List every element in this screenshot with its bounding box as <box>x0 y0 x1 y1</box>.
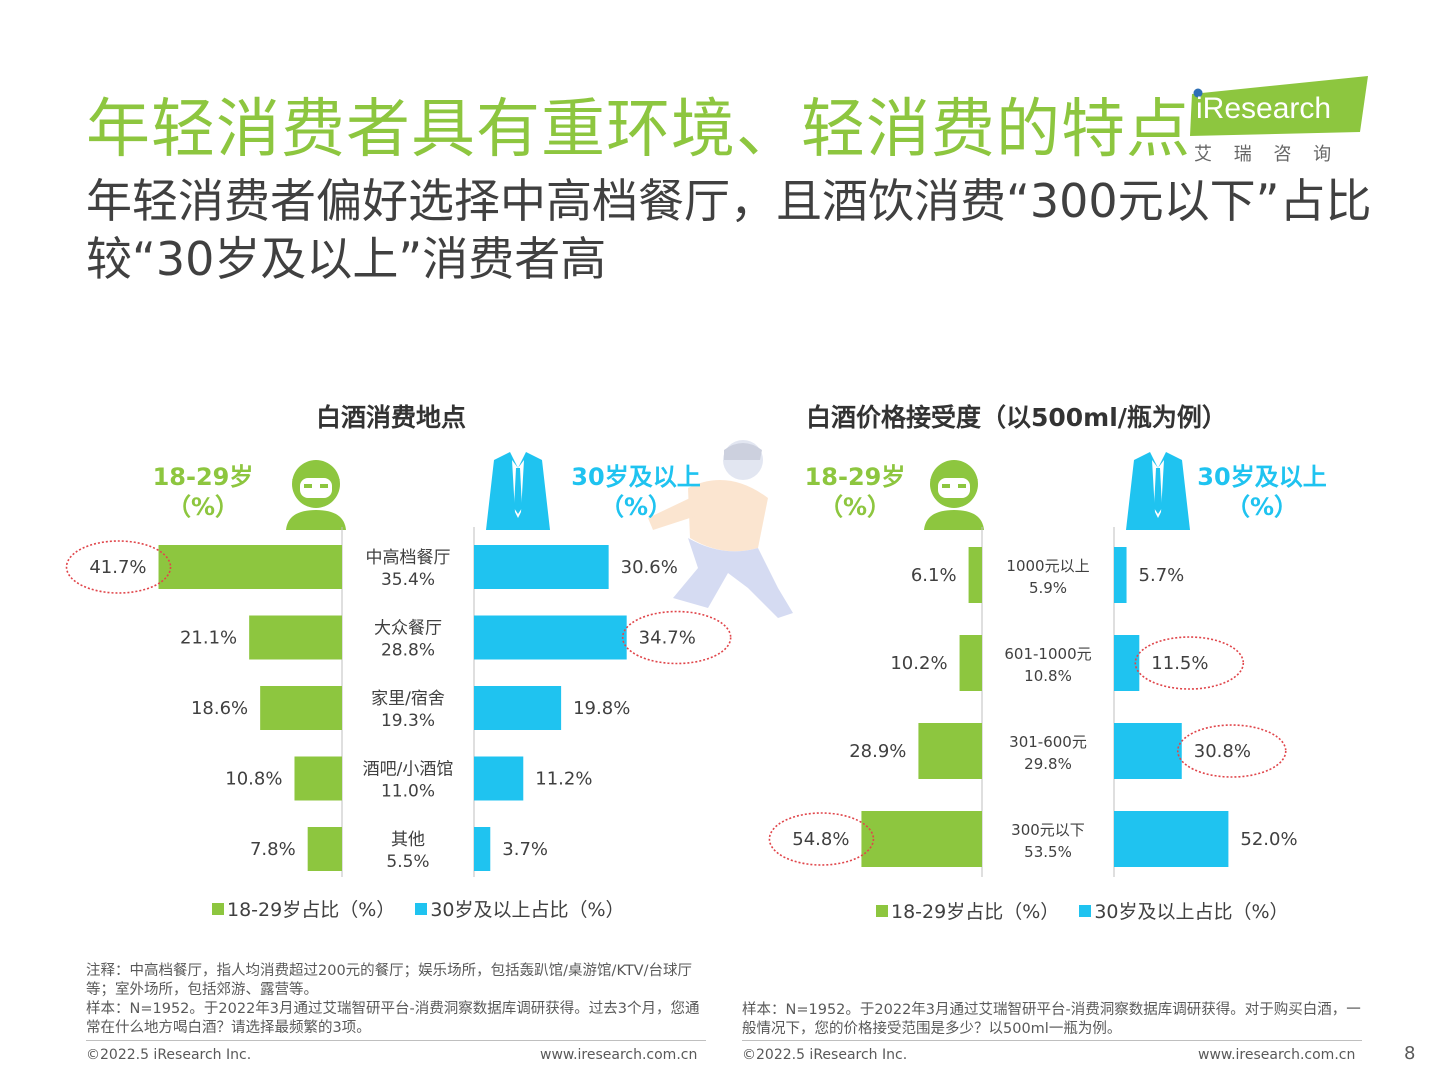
copyright-left: ©2022.5 iResearch Inc. <box>86 1047 252 1063</box>
bar-18-29-4 <box>307 827 342 871</box>
logo-subtext: 艾 瑞 咨 询 <box>1194 144 1339 165</box>
value-label-30plus-2: 19.8% <box>573 698 630 719</box>
value-label-30plus-3: 52.0% <box>1240 829 1297 850</box>
chart2-left-header: 18-29岁 <box>804 463 906 491</box>
value-label-18-29-2: 28.9% <box>849 741 906 762</box>
footer-divider-right <box>742 1040 1362 1041</box>
suit-person-icon-2 <box>1126 452 1190 530</box>
footer-divider-left <box>86 1040 706 1041</box>
chart2-plot: 6.1% 5.7% 1000元以上 5.9% 10.2% 11.5% 601-1000元 10… <box>768 527 1298 877</box>
chart1-left-unit: （%） <box>166 493 240 521</box>
bar-18-29-0 <box>158 545 342 589</box>
bar-18-29-2 <box>918 723 982 779</box>
runner-watermark-icon <box>648 440 793 618</box>
value-label-18-29-0: 41.7% <box>89 557 146 578</box>
value-label-18-29-3: 54.8% <box>792 829 849 850</box>
suit-person-icon <box>486 452 550 530</box>
bar-18-29-1 <box>249 615 342 660</box>
chart1-right-header: 30岁及以上 <box>571 463 701 491</box>
bar-30plus-2 <box>1114 723 1182 779</box>
url-left: www.iresearch.com.cn <box>540 1047 698 1063</box>
category-total-3: 53.5% <box>1024 843 1072 861</box>
left-note: 注释：中高档餐厅，指人均消费超过200元的餐厅；娱乐场所，包括轰趴馆/桌游馆/K… <box>86 963 692 998</box>
value-label-30plus-4: 3.7% <box>502 839 548 860</box>
value-label-30plus-3: 11.2% <box>535 769 592 790</box>
value-label-18-29-1: 21.1% <box>180 628 237 649</box>
category-total-1: 10.8% <box>1024 667 1072 685</box>
bar-18-29-2 <box>260 686 342 730</box>
bar-30plus-0 <box>474 545 609 589</box>
chart1-right-unit: （%） <box>599 493 673 521</box>
iresearch-logo: iResearch 艾 瑞 咨 询 <box>1190 76 1368 165</box>
value-label-30plus-0: 30.6% <box>621 557 678 578</box>
chart1-left-header: 18-29岁 <box>152 463 254 491</box>
bar-18-29-0 <box>968 547 982 603</box>
chart2-title: 白酒价格接受度（以500ml/瓶为例） <box>806 403 1227 432</box>
young-person-icon <box>286 460 346 530</box>
highlight-circle-18-29-3 <box>768 812 875 866</box>
bar-30plus-2 <box>474 686 562 730</box>
value-label-18-29-1: 10.2% <box>890 653 947 674</box>
logo-text: iResearch <box>1196 92 1331 125</box>
value-label-30plus-1: 11.5% <box>1151 653 1208 674</box>
category-label-0: 中高档餐厅 <box>366 548 451 568</box>
chart2-left-unit: （%） <box>818 493 892 521</box>
highlight-circle-18-29-0 <box>65 540 172 594</box>
bar-18-29-1 <box>959 635 982 691</box>
copyright-right: ©2022.5 iResearch Inc. <box>742 1047 908 1063</box>
bar-18-29-3 <box>861 811 982 867</box>
highlight-circle-30plus-2 <box>1176 724 1287 778</box>
category-label-4: 其他 <box>391 830 425 850</box>
category-total-1: 28.8% <box>381 641 435 661</box>
bar-18-29-3 <box>294 756 342 801</box>
highlight-circle-30plus-1 <box>1134 636 1245 690</box>
category-label-1: 601-1000元 <box>1004 645 1091 663</box>
chart2-right-header: 30岁及以上 <box>1197 463 1327 491</box>
category-label-2: 301-600元 <box>1009 733 1087 751</box>
bar-30plus-3 <box>1114 811 1229 867</box>
left-sample: 样本：N=1952。于2022年3月通过艾瑞智研平台-消费洞察数据库调研获得。过… <box>86 1001 700 1036</box>
chart1-legend-green: 18-29岁占比（%） <box>212 899 395 921</box>
value-label-30plus-2: 30.8% <box>1194 741 1251 762</box>
value-label-18-29-0: 6.1% <box>911 565 957 586</box>
value-label-18-29-4: 7.8% <box>250 839 296 860</box>
category-label-3: 300元以下 <box>1011 821 1085 839</box>
bar-30plus-3 <box>474 756 524 801</box>
bar-30plus-4 <box>474 827 491 871</box>
category-label-0: 1000元以上 <box>1006 557 1089 575</box>
right-sample: 样本：N=1952。于2022年3月通过艾瑞智研平台-消费洞察数据库调研获得。对… <box>742 1002 1361 1037</box>
category-total-0: 5.9% <box>1029 579 1067 597</box>
page-number: 8 <box>1404 1043 1416 1064</box>
chart2-right-unit: （%） <box>1225 493 1299 521</box>
category-label-1: 大众餐厅 <box>374 619 442 639</box>
category-total-2: 29.8% <box>1024 755 1072 773</box>
category-label-3: 酒吧/小酒馆 <box>363 760 454 780</box>
url-right: www.iresearch.com.cn <box>1198 1047 1356 1063</box>
category-label-2: 家里/宿舍 <box>371 689 445 709</box>
young-person-icon-2 <box>924 460 984 530</box>
bar-30plus-0 <box>1114 547 1127 603</box>
chart1-legend-blue: 30岁及以上占比（%） <box>415 899 625 921</box>
value-label-30plus-0: 5.7% <box>1139 565 1185 586</box>
category-total-0: 35.4% <box>381 570 435 590</box>
chart2-legend-blue: 30岁及以上占比（%） <box>1079 901 1289 923</box>
highlight-circle-30plus-1 <box>621 610 732 665</box>
category-total-4: 5.5% <box>386 852 429 872</box>
category-total-2: 19.3% <box>381 711 435 731</box>
page-title: 年轻消费者具有重环境、轻消费的特点 <box>86 93 1191 167</box>
chart2-legend-green: 18-29岁占比（%） <box>876 901 1059 923</box>
bar-30plus-1 <box>474 615 627 660</box>
value-label-30plus-1: 34.7% <box>639 628 696 649</box>
page-subtitle: 年轻消费者偏好选择中高档餐厅，且酒饮消费“300元以下”占比较“30岁及以上”消… <box>86 174 1372 286</box>
value-label-18-29-3: 10.8% <box>225 769 282 790</box>
chart1-title: 白酒消费地点 <box>316 403 467 432</box>
category-total-3: 11.0% <box>381 782 435 802</box>
value-label-18-29-2: 18.6% <box>191 698 248 719</box>
